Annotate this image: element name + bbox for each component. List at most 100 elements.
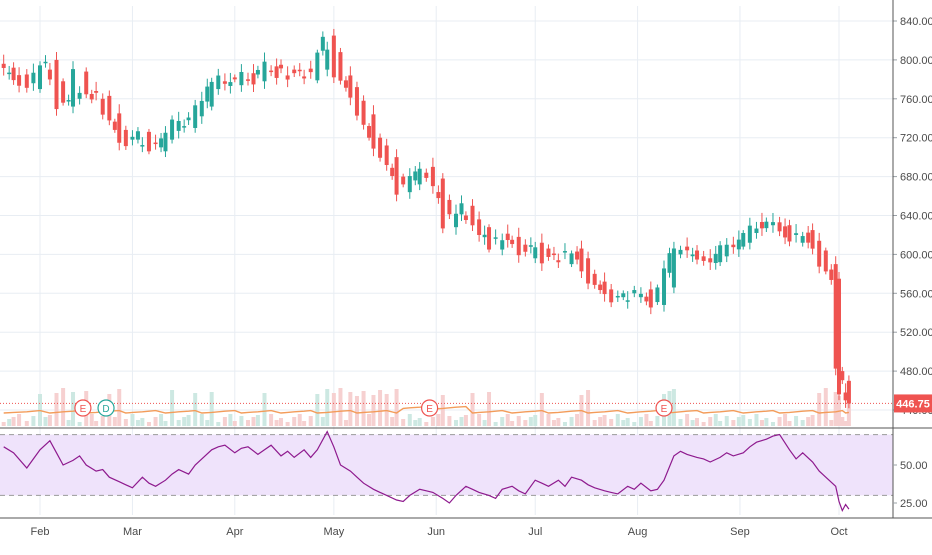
candle-body[interactable]: [146, 131, 151, 152]
candle-body[interactable]: [505, 233, 510, 241]
rsi-tick-label[interactable]: 50.00: [900, 460, 928, 472]
candle-body[interactable]: [430, 166, 435, 187]
candle-body[interactable]: [556, 260, 561, 263]
candle-body[interactable]: [17, 75, 22, 86]
candle-body[interactable]: [810, 230, 815, 249]
candle-body[interactable]: [66, 100, 71, 102]
candle-body[interactable]: [690, 254, 695, 257]
candle-body[interactable]: [741, 233, 746, 247]
candle-body[interactable]: [413, 171, 418, 181]
candle-body[interactable]: [516, 236, 521, 256]
candle-body[interactable]: [11, 67, 16, 81]
candle-body[interactable]: [759, 222, 764, 229]
candle-body[interactable]: [297, 69, 302, 72]
candle-body[interactable]: [846, 380, 851, 404]
candle-body[interactable]: [279, 64, 284, 69]
candle-body[interactable]: [800, 236, 805, 243]
candle-body[interactable]: [222, 81, 227, 84]
candle-body[interactable]: [100, 98, 105, 115]
time-axis[interactable]: Feb Mar Apr May Jun Jul Aug Sep Oct: [31, 526, 848, 538]
candle-body[interactable]: [764, 221, 769, 229]
candle-body[interactable]: [24, 74, 29, 88]
candle-body[interactable]: [777, 222, 782, 232]
candle-body[interactable]: [7, 72, 12, 75]
candle-body[interactable]: [394, 157, 399, 195]
candle-body[interactable]: [182, 126, 187, 128]
candle-body[interactable]: [731, 244, 736, 248]
candle-body[interactable]: [783, 226, 788, 238]
rsi-tick-label[interactable]: 25.00: [900, 498, 928, 510]
candle-body[interactable]: [371, 114, 376, 149]
candle-body[interactable]: [292, 69, 297, 74]
candle-body[interactable]: [262, 61, 267, 82]
candle-body[interactable]: [417, 168, 422, 185]
candle-body[interactable]: [302, 76, 307, 79]
price-tick-label[interactable]: 840.00: [900, 16, 932, 28]
candle-body[interactable]: [159, 138, 164, 148]
candle-body[interactable]: [625, 300, 630, 302]
candle-body[interactable]: [205, 86, 210, 102]
candle-body[interactable]: [840, 371, 845, 381]
candle-body[interactable]: [609, 289, 614, 303]
candle-body[interactable]: [667, 253, 672, 273]
candle-body[interactable]: [135, 131, 140, 140]
last-price-tag[interactable]: [894, 394, 932, 413]
candle-body[interactable]: [361, 100, 366, 125]
candle-body[interactable]: [367, 126, 372, 138]
candle-body[interactable]: [384, 145, 389, 166]
candle-body[interactable]: [153, 142, 158, 145]
candle-body[interactable]: [685, 246, 690, 251]
candle-body[interactable]: [308, 68, 313, 73]
candle-body[interactable]: [246, 79, 251, 81]
candle-body[interactable]: [528, 245, 533, 247]
candle-body[interactable]: [523, 244, 528, 252]
candle-body[interactable]: [338, 52, 343, 81]
candle-body[interactable]: [671, 248, 676, 288]
candle-body[interactable]: [47, 69, 52, 80]
earnings-marker-icon[interactable]: E: [420, 399, 439, 417]
time-tick-label[interactable]: May: [323, 526, 344, 538]
earnings-marker-icon[interactable]: E: [74, 399, 92, 417]
candle-body[interactable]: [736, 239, 741, 250]
candle-body[interactable]: [269, 70, 274, 73]
candle-body[interactable]: [61, 81, 66, 103]
candle-body[interactable]: [285, 75, 290, 80]
price-tick-label[interactable]: 520.00: [900, 327, 932, 339]
candle-body[interactable]: [806, 232, 811, 243]
candle-body[interactable]: [186, 117, 191, 121]
candle-body[interactable]: [662, 268, 667, 305]
time-tick-label[interactable]: Aug: [628, 526, 648, 538]
candle-body[interactable]: [638, 293, 643, 298]
candle-body[interactable]: [89, 93, 94, 100]
candle-body[interactable]: [331, 35, 336, 78]
rsi-pane[interactable]: [0, 430, 893, 513]
price-axis[interactable]: 840.00 800.00 760.00 720.00 680.00 640.00 600.…: [0, 0, 932, 519]
candle-body[interactable]: [644, 296, 649, 302]
time-tick-label[interactable]: Feb: [31, 526, 50, 538]
price-tick-label[interactable]: 800.00: [900, 55, 932, 67]
time-tick-label[interactable]: Oct: [830, 526, 847, 538]
candle-body[interactable]: [117, 113, 122, 143]
candle-body[interactable]: [54, 59, 59, 110]
candle-body[interactable]: [176, 120, 181, 131]
time-tick-label[interactable]: Jul: [528, 526, 542, 538]
candle-body[interactable]: [343, 80, 348, 88]
candle-body[interactable]: [632, 290, 637, 294]
candle-body[interactable]: [320, 36, 325, 51]
last-price-label[interactable]: 446.75: [896, 398, 930, 410]
candle-body[interactable]: [255, 69, 260, 75]
candle-body[interactable]: [833, 264, 838, 369]
candle-body[interactable]: [477, 219, 482, 236]
candle-body[interactable]: [454, 213, 459, 228]
candle-body[interactable]: [817, 240, 822, 267]
time-tick-label[interactable]: Jun: [427, 526, 445, 538]
candle-body[interactable]: [621, 293, 626, 298]
candle-body[interactable]: [447, 199, 452, 215]
candle-body[interactable]: [546, 248, 551, 257]
time-tick-label[interactable]: Mar: [123, 526, 142, 538]
candle-body[interactable]: [123, 129, 128, 147]
candle-body[interactable]: [274, 66, 279, 78]
candle-body[interactable]: [794, 233, 799, 235]
